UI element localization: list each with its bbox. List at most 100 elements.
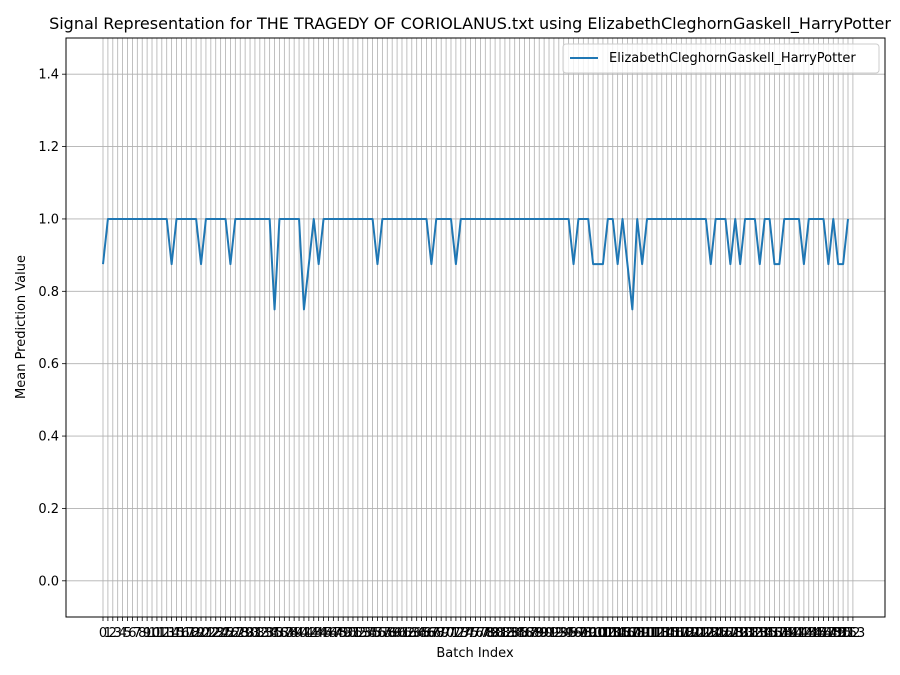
x-tick-label: 44 <box>310 626 327 641</box>
x-tick-label: 21 <box>198 626 215 641</box>
y-tick-label: 0.4 <box>38 430 59 445</box>
x-tick-label: 12 <box>154 626 171 641</box>
x-tick-label: 147 <box>811 626 836 641</box>
x-tick-label: 61 <box>394 626 411 641</box>
x-tick-label: 90 <box>536 626 553 641</box>
x-tick-label: 37 <box>276 626 293 641</box>
x-tick-label: 138 <box>767 626 792 641</box>
x-tick-label: 137 <box>762 626 787 641</box>
x-tick-label: 82 <box>497 626 514 641</box>
x-tick-label: 108 <box>620 626 645 641</box>
x-tick-label: 76 <box>467 626 484 641</box>
x-tick-label: 149 <box>821 626 846 641</box>
x-tick-label: 22 <box>203 626 220 641</box>
x-tick-label: 19 <box>188 626 205 641</box>
x-tick-label: 60 <box>389 626 406 641</box>
x-tick-label: 79 <box>482 626 499 641</box>
x-tick-label: 1 <box>104 626 112 641</box>
x-tick-label: 38 <box>281 626 298 641</box>
x-tick-label: 86 <box>516 626 533 641</box>
x-tick-label: 111 <box>635 626 660 641</box>
x-tick-label: 150 <box>826 626 851 641</box>
x-tick-label: 2 <box>109 626 117 641</box>
x-tick-label: 53 <box>354 626 371 641</box>
x-tick-label: 58 <box>379 626 396 641</box>
x-tick-label: 118 <box>669 626 694 641</box>
x-tick-label: 49 <box>335 626 352 641</box>
x-tick-label: 17 <box>178 626 195 641</box>
x-tick-label: 143 <box>791 626 816 641</box>
x-tick-label: 10 <box>144 626 161 641</box>
x-tick-label: 121 <box>684 626 709 641</box>
x-tick-label: 129 <box>723 626 748 641</box>
x-tick-label: 120 <box>679 626 704 641</box>
x-tick-label: 31 <box>247 626 264 641</box>
x-tick-label: 70 <box>438 626 455 641</box>
x-tick-label: 68 <box>428 626 445 641</box>
x-tick-label: 153 <box>840 626 865 641</box>
x-tick-label: 104 <box>600 626 625 641</box>
x-tick-label: 72 <box>448 626 465 641</box>
x-tick-label: 148 <box>816 626 841 641</box>
x-tick-label: 36 <box>271 626 288 641</box>
x-tick-label: 64 <box>408 626 425 641</box>
x-tick-label: 35 <box>266 626 283 641</box>
x-tick-label: 116 <box>659 626 684 641</box>
x-tick-label: 80 <box>487 626 504 641</box>
x-tick-label: 84 <box>506 626 523 641</box>
x-tick-label: 73 <box>453 626 470 641</box>
x-tick-label: 75 <box>462 626 479 641</box>
x-tick-label: 141 <box>782 626 807 641</box>
x-axis-label: Batch Index <box>436 646 514 661</box>
x-tick-label: 34 <box>261 626 278 641</box>
y-tick-label: 1.4 <box>38 68 59 83</box>
x-tick-label: 0 <box>99 626 107 641</box>
x-tick-label: 8 <box>138 626 146 641</box>
x-tick-label: 128 <box>718 626 743 641</box>
x-tick-label: 124 <box>698 626 723 641</box>
x-tick-label: 152 <box>836 626 861 641</box>
x-tick-label: 3 <box>114 626 122 641</box>
x-tick-label: 43 <box>305 626 322 641</box>
x-tick-label: 77 <box>472 626 489 641</box>
x-tick-label: 132 <box>738 626 763 641</box>
x-tick-label: 126 <box>708 626 733 641</box>
x-tick-label: 59 <box>384 626 401 641</box>
x-tick-label: 29 <box>237 626 254 641</box>
x-tick-label: 24 <box>212 626 229 641</box>
y-axis-ticks: 0.0 0.2 0.4 0.6 0.8 1.0 1.2 1.4 <box>38 68 66 589</box>
x-tick-label: 26 <box>222 626 239 641</box>
x-tick-label: 20 <box>193 626 210 641</box>
x-tick-label: 56 <box>369 626 386 641</box>
x-tick-label: 23 <box>207 626 224 641</box>
x-tick-label: 30 <box>242 626 259 641</box>
grid <box>66 38 885 617</box>
x-tick-label: 95 <box>560 626 577 641</box>
x-tick-label: 14 <box>163 626 180 641</box>
x-tick-label: 50 <box>340 626 357 641</box>
x-tick-label: 96 <box>565 626 582 641</box>
x-tick-label: 97 <box>570 626 587 641</box>
x-tick-label: 11 <box>149 626 166 641</box>
x-tick-label: 94 <box>555 626 572 641</box>
x-tick-label: 81 <box>492 626 509 641</box>
x-tick-label: 136 <box>757 626 782 641</box>
x-tick-label: 134 <box>747 626 772 641</box>
x-tick-label: 25 <box>217 626 234 641</box>
data-layer <box>102 217 849 311</box>
x-tick-label: 40 <box>291 626 308 641</box>
x-tick-label: 69 <box>433 626 450 641</box>
x-tick-label: 33 <box>256 626 273 641</box>
x-tick-label: 45 <box>315 626 332 641</box>
x-tick-label: 85 <box>511 626 528 641</box>
chart-title: Signal Representation for THE TRAGEDY OF… <box>49 14 891 34</box>
x-tick-label: 93 <box>551 626 568 641</box>
legend-label: ElizabethCleghornGaskell_HarryPotter <box>609 51 856 66</box>
x-tick-label: 32 <box>252 626 269 641</box>
x-tick-label: 7 <box>133 626 141 641</box>
x-tick-label: 57 <box>374 626 391 641</box>
x-tick-label: 130 <box>728 626 753 641</box>
x-tick-label: 67 <box>423 626 440 641</box>
x-axis-ticks: 0123456789101112131415161718192021222324… <box>99 617 865 641</box>
x-tick-label: 62 <box>399 626 416 641</box>
